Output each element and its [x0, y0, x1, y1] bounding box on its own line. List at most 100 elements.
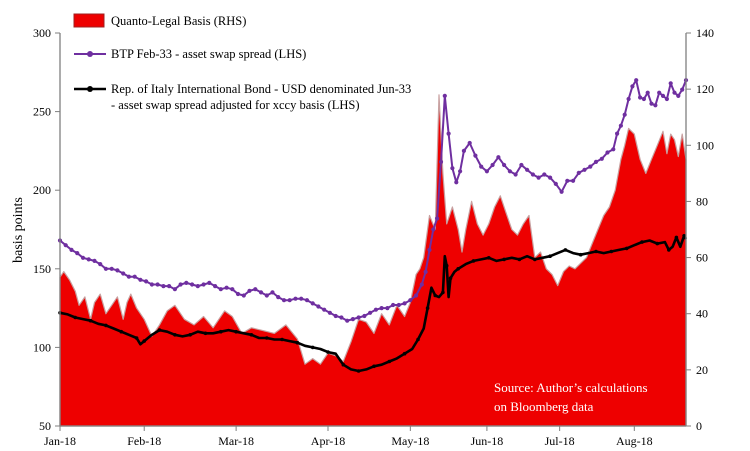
btp-point	[582, 167, 587, 172]
series-quanto-legal-basis-area	[59, 94, 687, 427]
btp-point	[293, 296, 298, 301]
btp-point	[450, 166, 455, 171]
italy-usd-bond-point	[444, 263, 449, 268]
btp-point	[454, 180, 459, 185]
italy-usd-bond-point	[578, 252, 583, 257]
btp-point	[467, 140, 472, 146]
btp-point	[322, 307, 327, 312]
source-line-1: Source: Author’s calculations	[494, 380, 648, 395]
italy-usd-bond-point	[88, 318, 93, 323]
x-tick-label: Mar-18	[218, 434, 254, 448]
btp-point	[92, 258, 97, 263]
right-tick-label: 100	[696, 138, 714, 152]
btp-point	[333, 313, 338, 319]
legend-marker-italy-usd-bond	[87, 86, 93, 92]
btp-point	[446, 131, 451, 136]
btp-point	[565, 178, 570, 183]
btp-point	[368, 310, 373, 315]
italy-usd-bond-point	[594, 249, 598, 254]
btp-point	[576, 170, 581, 175]
btp-point	[264, 293, 269, 298]
btp-point	[155, 282, 160, 287]
btp-point	[427, 247, 432, 252]
btp-point	[496, 155, 501, 160]
italy-usd-bond-point	[119, 329, 124, 334]
italy-usd-bond-point	[372, 364, 376, 369]
italy-usd-bond-point	[487, 255, 491, 260]
btp-point	[80, 255, 86, 260]
btp-point	[190, 282, 195, 287]
btp-point	[356, 315, 361, 320]
btp-point	[660, 93, 666, 98]
italy-usd-bond-point	[188, 333, 192, 337]
btp-point	[327, 310, 332, 315]
right-tick-label: 0	[696, 419, 702, 433]
y-axis-title: basis points	[11, 197, 26, 263]
btp-point	[519, 162, 524, 168]
legend: Quanto-Legal Basis (RHS) BTP Feb-33 - ass…	[73, 13, 411, 112]
right-tick-label: 60	[696, 251, 708, 265]
btp-point	[391, 302, 396, 308]
btp-point	[664, 96, 670, 102]
x-tick-label: Aug-18	[616, 434, 653, 448]
italy-usd-bond-point	[533, 257, 537, 262]
italy-usd-bond-point	[456, 267, 461, 271]
legend-marker-btp	[87, 51, 93, 57]
italy-usd-bond-point	[433, 293, 438, 298]
btp-point	[676, 93, 681, 98]
btp-point	[615, 131, 620, 136]
italy-usd-bond-point	[142, 339, 146, 343]
btp-point	[438, 159, 444, 164]
series-italy-usd-bond-line	[59, 234, 688, 373]
btp-point	[69, 247, 74, 252]
italy-usd-bond-point	[234, 329, 238, 334]
btp-point	[588, 164, 593, 169]
btp-point	[593, 159, 599, 164]
italy-usd-bond-point	[295, 340, 300, 345]
btp-point	[542, 172, 547, 177]
legend-label-italy-usd-bond: Rep. of Italy International Bond - USD d…	[111, 82, 411, 112]
btp-point	[224, 285, 229, 290]
btp-point	[350, 317, 355, 322]
italy-usd-bond-point	[249, 333, 254, 337]
italy-usd-bond-point	[341, 362, 346, 367]
btp-point	[536, 175, 541, 180]
axes: 50 100 150 200 250 300 0 20 40 60 80 100 120 140 Jan-1…	[33, 26, 714, 448]
btp-point	[126, 274, 131, 279]
btp-point	[649, 101, 654, 106]
left-tick-label: 250	[33, 105, 51, 119]
legend-label-quanto-legal-basis: Quanto-Legal Basis (RHS)	[111, 14, 246, 28]
italy-usd-bond-point	[471, 259, 476, 263]
btp-point	[247, 288, 252, 293]
btp-point	[502, 162, 507, 168]
italy-usd-bond-point	[502, 257, 506, 262]
btp-point	[414, 293, 419, 298]
btp-point	[559, 189, 564, 194]
italy-usd-bond-point	[326, 350, 330, 354]
btp-point	[605, 150, 610, 155]
btp-point	[63, 243, 68, 248]
btp-point	[638, 95, 643, 100]
btp-point	[634, 78, 639, 83]
btp-point	[599, 156, 604, 161]
btp-point	[484, 169, 489, 174]
x-tick-label: Feb-18	[127, 434, 161, 448]
btp-point	[304, 298, 310, 303]
legend-label-btp: BTP Feb-33 - asset swap spread (LHS)	[111, 47, 306, 61]
italy-usd-bond-point	[640, 240, 644, 244]
italy-usd-bond-point	[609, 249, 614, 254]
btp-point	[473, 153, 478, 158]
btp-point	[442, 93, 447, 98]
btp-point	[630, 84, 635, 89]
source-annotation: Source: Author’s calculations on Bloombe…	[494, 380, 648, 414]
btp-point	[201, 282, 206, 287]
btp-point	[408, 298, 413, 303]
btp-point	[362, 313, 367, 319]
italy-usd-bond-point	[624, 246, 629, 251]
italy-usd-bond-point	[173, 333, 177, 337]
italy-usd-bond-point	[310, 345, 315, 350]
btp-point	[525, 167, 530, 172]
btp-point	[513, 172, 518, 177]
btp-point	[310, 301, 315, 306]
source-line-2: on Bloomberg data	[494, 399, 594, 414]
